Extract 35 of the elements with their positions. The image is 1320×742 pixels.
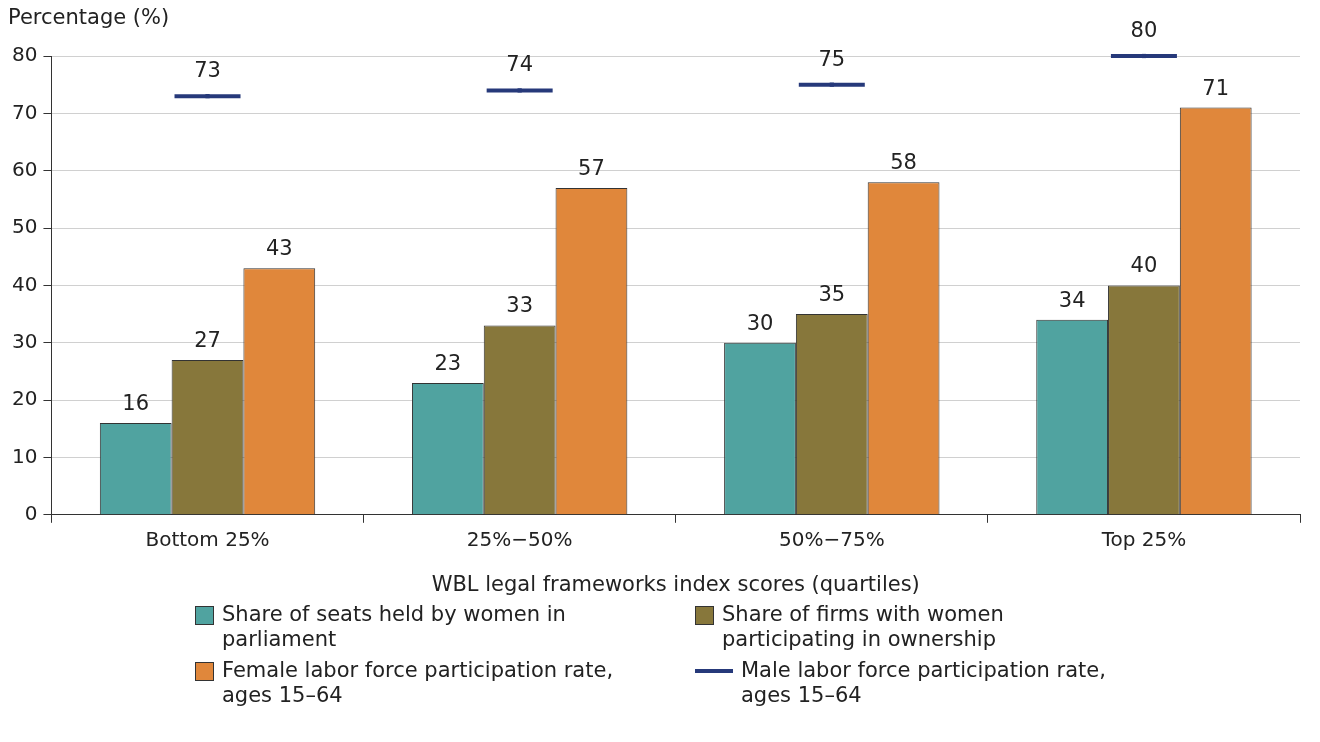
y-tick-label: 20 bbox=[12, 386, 38, 411]
data-label: 40 bbox=[1130, 253, 1158, 278]
data-label: 33 bbox=[506, 293, 534, 318]
data-label: 74 bbox=[506, 52, 534, 77]
y-tick-label: 30 bbox=[12, 328, 38, 353]
data-label: 73 bbox=[194, 58, 221, 83]
data-label: 71 bbox=[1202, 75, 1230, 100]
x-tick-label: Bottom 25% bbox=[145, 527, 270, 551]
data-label: 27 bbox=[194, 327, 221, 352]
y-tick-label: 60 bbox=[12, 156, 38, 181]
x-tick-label: 25%−50% bbox=[466, 527, 573, 551]
legend-label: Share of firms with women participating in ownership bbox=[722, 602, 1005, 652]
y-tick-label: 70 bbox=[12, 99, 38, 124]
x-axis-title: WBL legal frameworks index scores (quartiles) bbox=[431, 571, 920, 596]
y-tick-label: 50 bbox=[12, 214, 38, 239]
y-tick-label: 0 bbox=[24, 501, 38, 525]
data-label: 23 bbox=[434, 350, 462, 375]
legend-label: Share of seats held by women in parliament bbox=[222, 602, 567, 652]
y-tick-label: 10 bbox=[12, 443, 38, 468]
data-label: 43 bbox=[265, 236, 293, 261]
y-tick-label: 40 bbox=[12, 271, 38, 296]
data-label: 30 bbox=[746, 310, 774, 335]
data-label: 57 bbox=[578, 155, 605, 180]
legend-label: Male labor force participation rate, ages 15–64 bbox=[741, 658, 1107, 708]
data-label: 16 bbox=[122, 390, 150, 415]
x-tick-label: Top 25% bbox=[1100, 527, 1187, 551]
data-label: 80 bbox=[1130, 17, 1158, 42]
y-axis-title: Percentage (%) bbox=[8, 4, 170, 29]
data-label: 35 bbox=[818, 282, 846, 307]
data-label: 58 bbox=[890, 150, 917, 175]
data-label: 75 bbox=[818, 46, 846, 71]
y-tick-label: 80 bbox=[12, 42, 38, 67]
legend-label: Female labor force participation rate, ages 15–64 bbox=[222, 658, 615, 708]
data-label: 34 bbox=[1058, 287, 1086, 312]
x-tick-label: 50%−75% bbox=[778, 527, 885, 551]
